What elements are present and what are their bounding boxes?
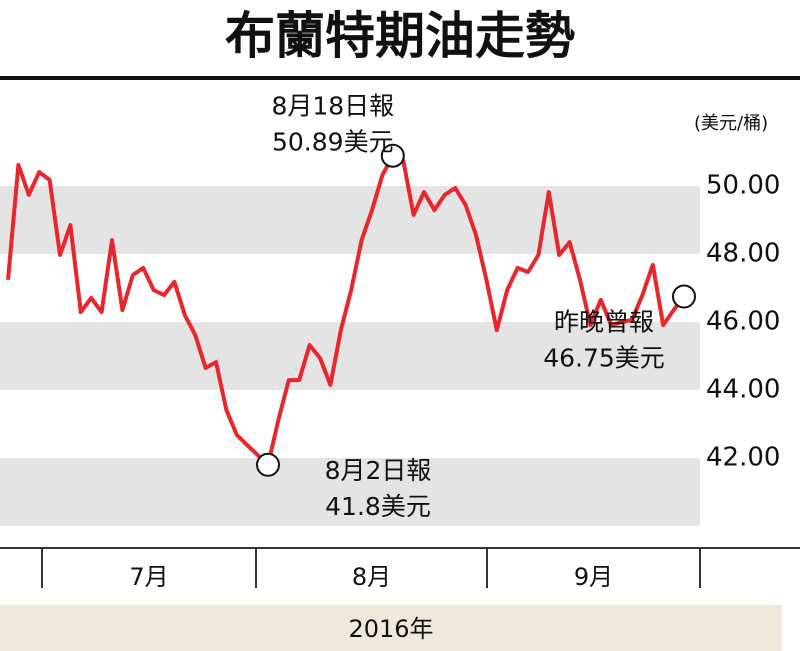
y-tick-label: 42.00 (706, 443, 780, 473)
annotation: 8月2日報 (325, 456, 432, 485)
highlight-point (380, 143, 405, 168)
band (0, 322, 700, 390)
chart-title: 布蘭特期油走勢 (225, 6, 575, 65)
highlight-point (256, 452, 280, 477)
annotation: 昨晚曾報 (554, 308, 654, 337)
annotation: 50.89美元 (272, 128, 394, 157)
band (0, 458, 700, 526)
y-unit: (美元/桶) (694, 113, 768, 134)
x-month-label: 7月 (129, 563, 168, 591)
y-tick-label: 48.00 (706, 239, 780, 269)
y-tick-label: 46.00 (706, 307, 780, 337)
y-tick-label: 50.00 (706, 171, 780, 201)
year-band (0, 605, 782, 651)
price-line (6, 153, 686, 467)
highlight-point (672, 284, 696, 309)
year-label: 2016年 (348, 615, 433, 643)
y-tick-label: 44.00 (706, 375, 780, 405)
annotation: 46.75美元 (543, 344, 665, 373)
annotation: 41.8美元 (325, 492, 431, 521)
title-rule (0, 76, 800, 80)
band (0, 186, 700, 254)
x-month-label: 9月 (574, 563, 613, 591)
x-month-label: 8月 (352, 563, 391, 591)
annotation: 8月18日報 (271, 92, 394, 121)
